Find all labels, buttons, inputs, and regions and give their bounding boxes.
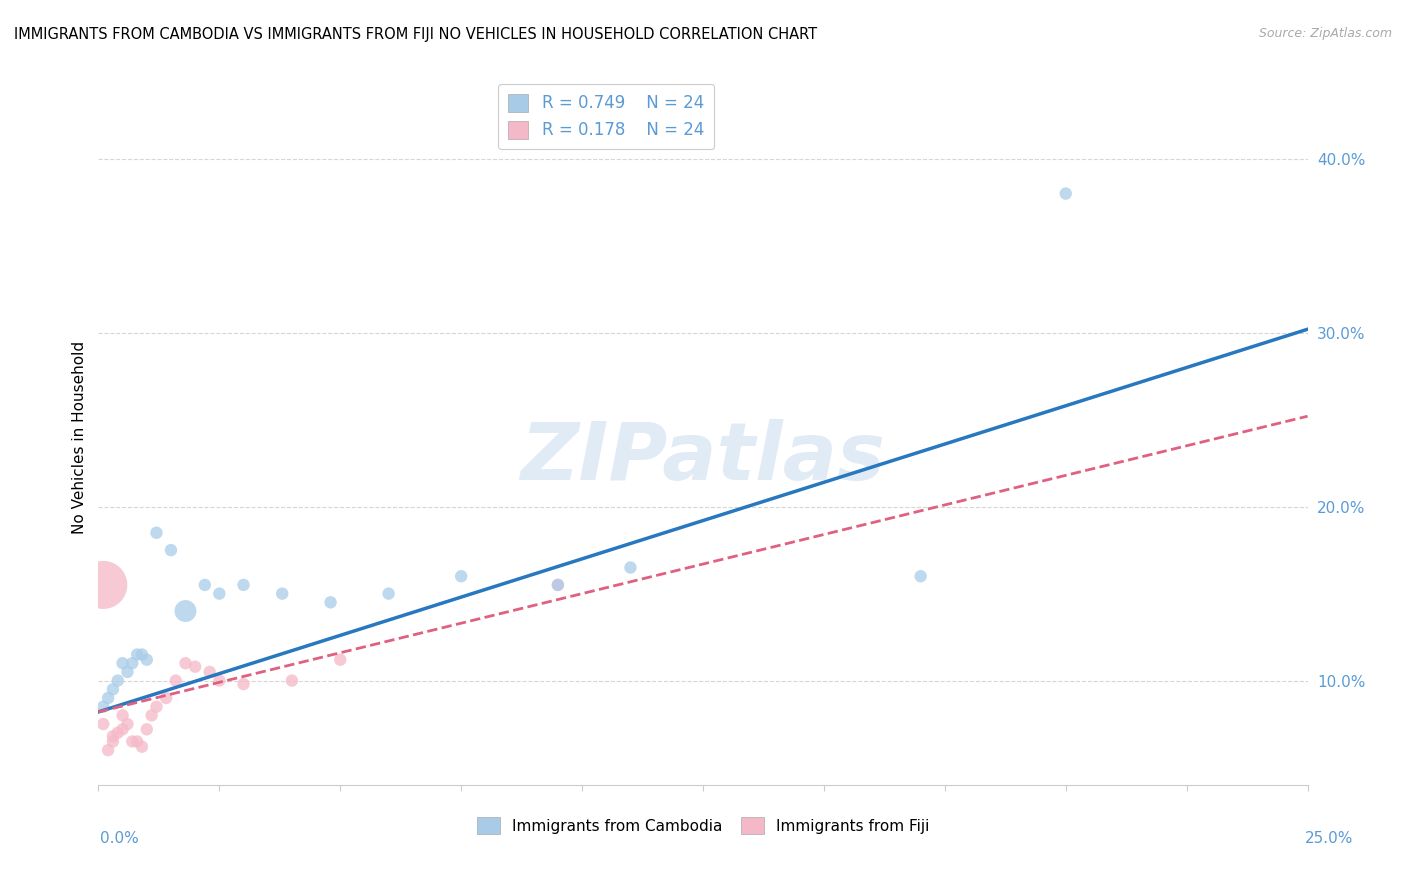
Point [121,734,143,748]
Point [141,708,163,723]
Point [135,723,157,737]
Point [232,677,254,691]
Point [107,725,129,739]
Point [107,673,129,688]
Point [184,659,207,673]
Point [135,653,157,667]
Point [91,717,114,731]
Point [281,673,304,688]
Point [117,665,139,679]
Point [127,734,149,748]
Text: IMMIGRANTS FROM CAMBODIA VS IMMIGRANTS FROM FIJI NO VEHICLES IN HOUSEHOLD CORREL: IMMIGRANTS FROM CAMBODIA VS IMMIGRANTS F… [14,27,817,42]
Point [547,578,569,592]
Point [131,739,153,754]
Point [145,525,167,540]
Point [547,578,569,592]
Point [117,717,139,731]
Point [619,560,641,574]
Text: 25.0%: 25.0% [1305,831,1353,846]
Point [198,665,221,679]
Text: Source: ZipAtlas.com: Source: ZipAtlas.com [1258,27,1392,40]
Point [450,569,472,583]
Point [127,648,149,662]
Point [111,723,134,737]
Text: ZIPatlas: ZIPatlas [520,419,886,497]
Point [97,690,120,705]
Point [145,699,167,714]
Point [97,743,120,757]
Point [910,569,932,583]
Point [232,578,254,592]
Point [319,595,342,609]
Point [101,682,124,697]
Point [208,673,231,688]
Point [208,587,231,601]
Legend: Immigrants from Cambodia, Immigrants from Fiji: Immigrants from Cambodia, Immigrants fro… [471,811,935,840]
Point [377,587,399,601]
Point [91,578,114,592]
Point [101,734,124,748]
Point [174,604,197,618]
Point [329,653,352,667]
Point [101,729,124,743]
Text: 0.0%: 0.0% [100,831,139,846]
Point [131,648,153,662]
Point [1054,186,1077,201]
Point [155,690,177,705]
Point [174,657,197,671]
Y-axis label: No Vehicles in Household: No Vehicles in Household [72,341,87,533]
Point [91,699,114,714]
Point [194,578,217,592]
Point [165,673,187,688]
Point [121,657,143,671]
Point [271,587,294,601]
Point [160,543,183,558]
Point [111,708,134,723]
Point [111,657,134,671]
